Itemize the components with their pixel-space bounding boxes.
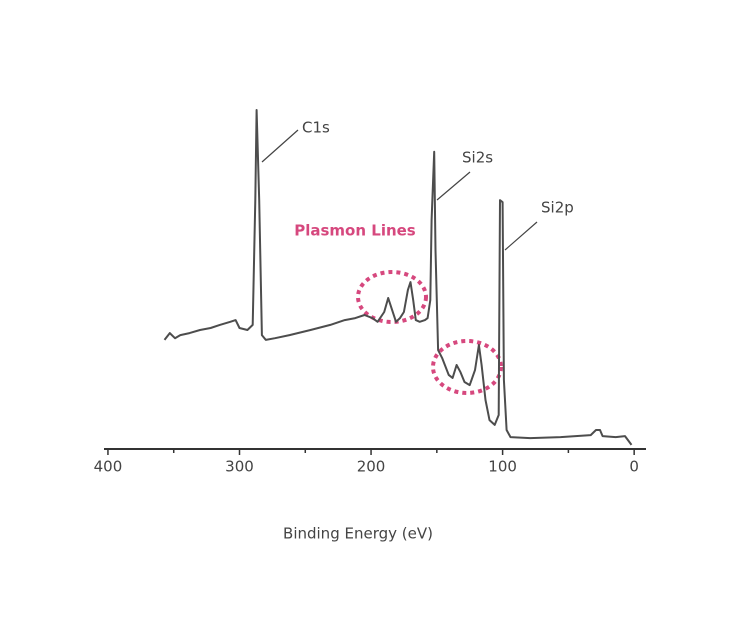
x-axis-label: Binding Energy (eV) <box>283 525 433 543</box>
leader-line <box>504 221 538 251</box>
annotation: Si2s <box>462 149 493 167</box>
x-tick-label: 200 <box>357 458 386 476</box>
plasmon-circle <box>431 339 503 395</box>
plasmon-circle <box>356 270 428 324</box>
x-tick-label: 300 <box>225 458 254 476</box>
annotation: Si2p <box>541 199 574 217</box>
leader-line <box>436 171 471 201</box>
spectrum-line <box>163 109 633 446</box>
leader-line <box>261 129 299 163</box>
annotation: C1s <box>302 119 330 137</box>
x-tick-label: 100 <box>488 458 517 476</box>
annotation: Plasmon Lines <box>294 222 416 240</box>
x-tick-label: 400 <box>94 458 123 476</box>
x-tick-label: 0 <box>629 458 639 476</box>
